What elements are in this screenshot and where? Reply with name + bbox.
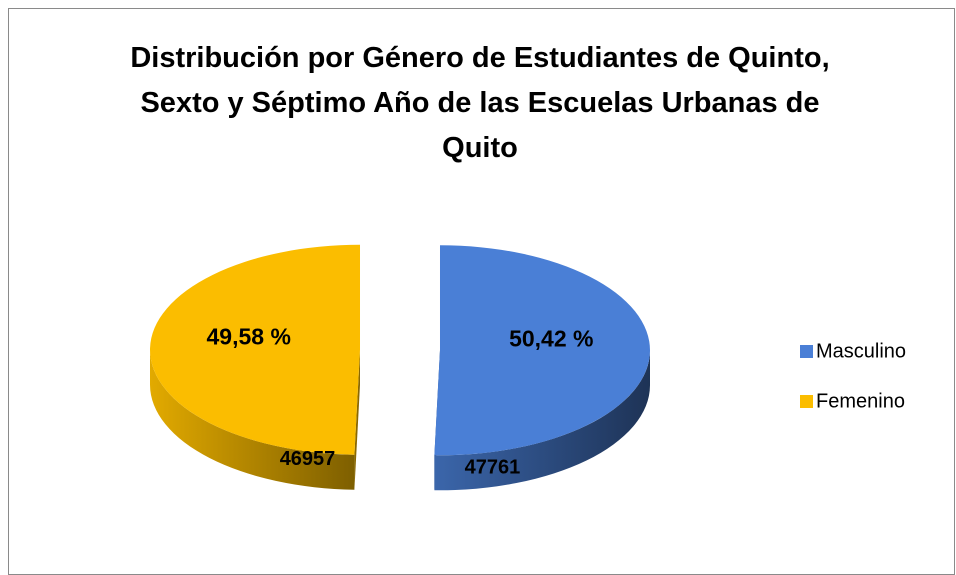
slice-side <box>434 350 650 491</box>
percentage-label: 50,42 % <box>509 326 593 352</box>
slice-side <box>150 349 355 490</box>
legend-label: Masculino <box>816 340 906 362</box>
count-label: 47761 <box>465 457 521 479</box>
percentage-label: 49,58 % <box>207 324 291 350</box>
slice <box>434 245 650 456</box>
slice <box>150 244 361 455</box>
chart-title: Distribución por Género de Estudiantes d… <box>130 42 830 164</box>
legend-swatch <box>800 395 813 408</box>
count-label: 46957 <box>280 448 336 470</box>
legend-swatch <box>800 345 813 358</box>
slice-cut-face <box>354 349 361 490</box>
legend-label: Femenino <box>816 390 905 412</box>
